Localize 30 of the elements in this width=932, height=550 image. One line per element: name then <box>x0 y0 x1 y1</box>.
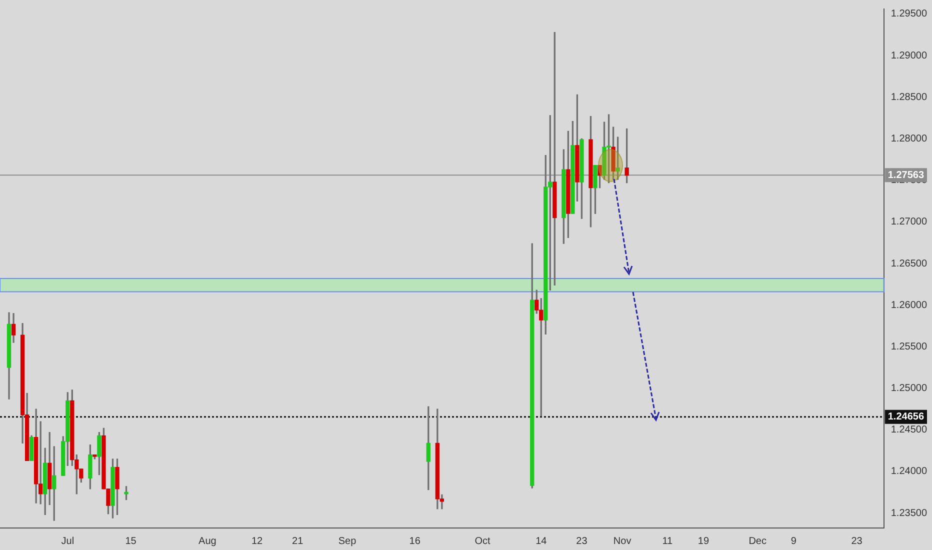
x-tick-label: 11 <box>662 536 674 547</box>
x-tick-label: 23 <box>851 536 863 547</box>
ref-line-label: 1.24656 <box>888 412 924 423</box>
y-tick-label: 1.24500 <box>890 424 928 436</box>
x-tick-label: 19 <box>698 536 710 547</box>
y-tick-label: 1.28500 <box>890 92 928 103</box>
x-tick-label: Aug <box>198 536 216 547</box>
y-tick-label: 1.28000 <box>890 134 928 144</box>
y-tick-label: 1.29500 <box>890 8 928 20</box>
y-tick-label: 1.25500 <box>890 341 928 352</box>
y-tick-label: 1.24000 <box>890 466 928 478</box>
x-tick-label: 16 <box>409 536 421 547</box>
y-tick-label: 1.29000 <box>890 50 928 62</box>
x-tick-label: Oct <box>474 536 491 547</box>
x-tick-label: 9 <box>790 536 797 547</box>
y-tick-label: 1.25000 <box>890 383 928 394</box>
x-tick-label: 21 <box>292 536 304 547</box>
y-tick-label: 1.26000 <box>890 300 928 311</box>
x-tick-label: 15 <box>125 536 137 547</box>
y-tick-label: 1.23500 <box>890 508 928 519</box>
x-tick-label: Nov <box>613 536 632 547</box>
x-tick-label: Dec <box>748 536 766 547</box>
y-tick-label: 1.27000 <box>890 216 928 228</box>
x-tick-label: 14 <box>536 536 548 547</box>
y-tick-label: 1.26500 <box>890 258 928 270</box>
x-tick-label: 23 <box>576 536 588 547</box>
x-tick-label: Jul <box>61 536 74 547</box>
x-tick-label: Sep <box>338 536 357 547</box>
x-tick-label: 12 <box>251 536 264 547</box>
ref-line-label: 1.27563 <box>888 170 924 181</box>
